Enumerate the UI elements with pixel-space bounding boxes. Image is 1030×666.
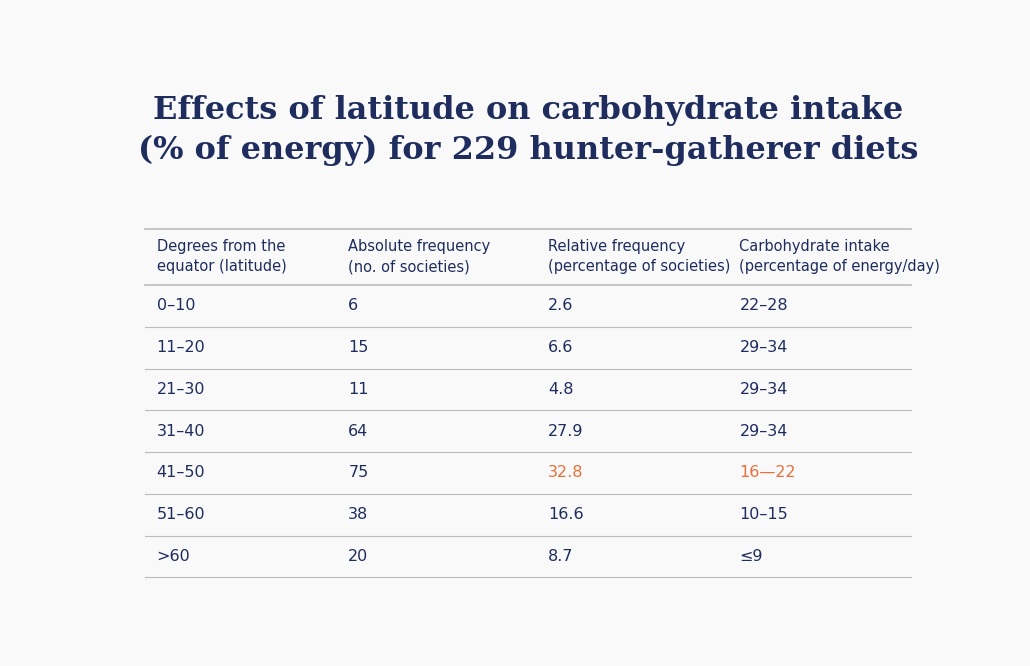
Text: 8.7: 8.7: [548, 549, 574, 564]
Text: 16.6: 16.6: [548, 507, 583, 522]
Text: 21–30: 21–30: [157, 382, 205, 397]
Text: 0–10: 0–10: [157, 298, 196, 314]
Text: 41–50: 41–50: [157, 466, 205, 480]
Text: >60: >60: [157, 549, 191, 564]
Text: 29–34: 29–34: [740, 340, 788, 355]
Text: Absolute frequency
(no. of societies): Absolute frequency (no. of societies): [348, 240, 490, 274]
Text: ≤9: ≤9: [740, 549, 763, 564]
Text: 64: 64: [348, 424, 369, 439]
Text: Carbohydrate intake
(percentage of energy/day): Carbohydrate intake (percentage of energ…: [740, 240, 940, 274]
Text: 22–28: 22–28: [740, 298, 788, 314]
Text: Relative frequency
(percentage of societies): Relative frequency (percentage of societ…: [548, 240, 730, 274]
Text: 6.6: 6.6: [548, 340, 574, 355]
Text: 2.6: 2.6: [548, 298, 574, 314]
Text: 29–34: 29–34: [740, 424, 788, 439]
Text: 15: 15: [348, 340, 369, 355]
Text: 32.8: 32.8: [548, 466, 583, 480]
Text: 6: 6: [348, 298, 358, 314]
Text: 11–20: 11–20: [157, 340, 205, 355]
Text: 29–34: 29–34: [740, 382, 788, 397]
Text: Degrees from the
equator (latitude): Degrees from the equator (latitude): [157, 240, 286, 274]
Text: 4.8: 4.8: [548, 382, 574, 397]
Text: 31–40: 31–40: [157, 424, 205, 439]
Text: 11: 11: [348, 382, 369, 397]
Text: 38: 38: [348, 507, 369, 522]
Text: 16—22: 16—22: [740, 466, 796, 480]
Text: 27.9: 27.9: [548, 424, 583, 439]
Text: 51–60: 51–60: [157, 507, 205, 522]
Text: 10–15: 10–15: [740, 507, 788, 522]
Text: 75: 75: [348, 466, 369, 480]
Text: Effects of latitude on carbohydrate intake
(% of energy) for 229 hunter-gatherer: Effects of latitude on carbohydrate inta…: [138, 95, 918, 166]
Text: 20: 20: [348, 549, 369, 564]
